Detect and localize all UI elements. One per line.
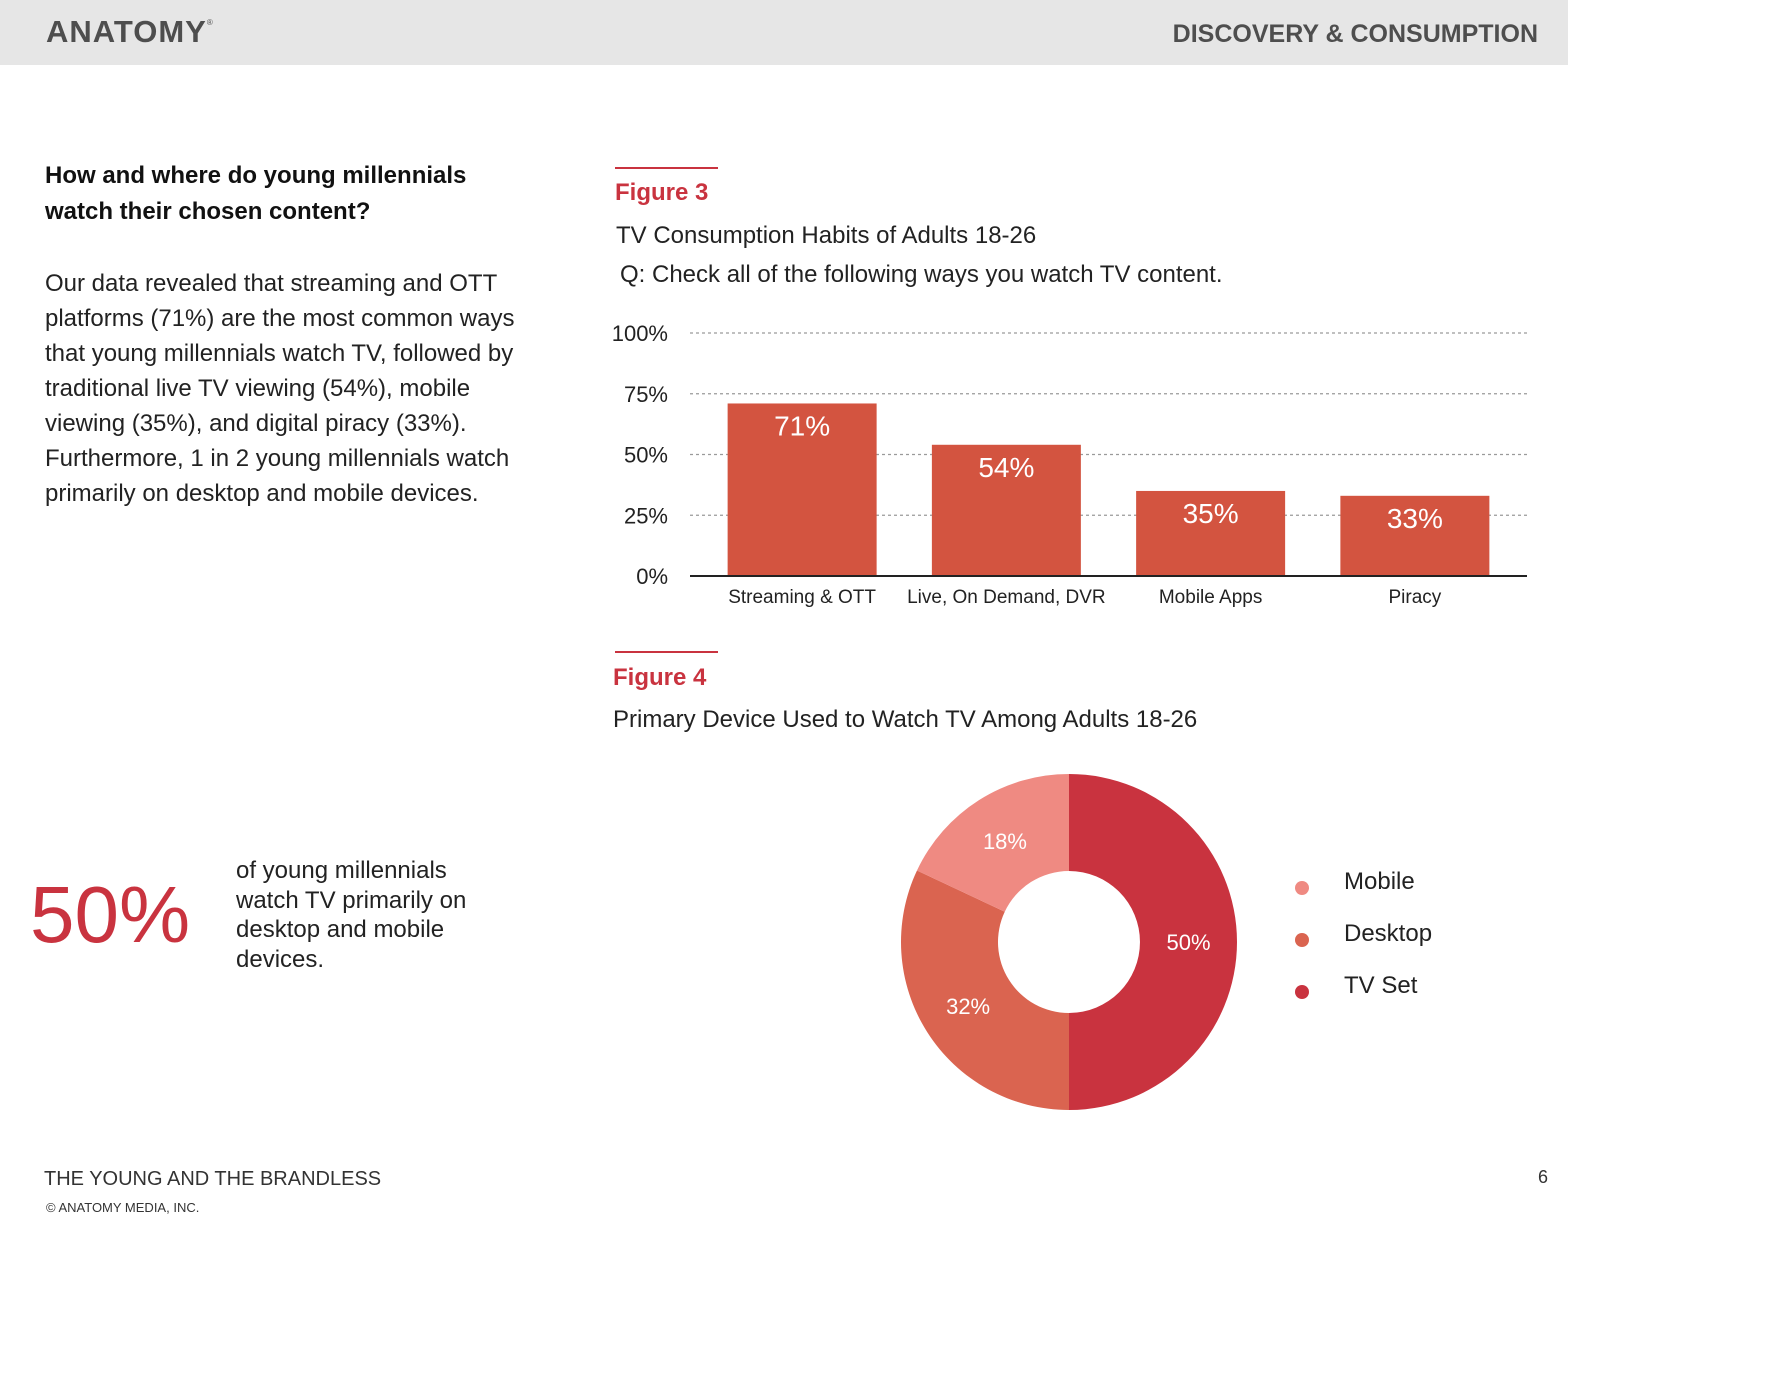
legend-label: Mobile: [1344, 868, 1415, 895]
y-tick-label: 0%: [636, 564, 668, 589]
slice-data-label: 18%: [983, 829, 1027, 854]
header-bar: ANATOMY® DISCOVERY & CONSUMPTION: [0, 0, 1568, 65]
figure3-title: TV Consumption Habits of Adults 18-26: [616, 222, 1037, 249]
bar-data-label: 54%: [978, 452, 1034, 483]
figure3-rule: [615, 167, 718, 169]
bar-chart: 0% 25% 50% 75% 100% 71% Streaming & OTT 54% Live…: [612, 321, 1527, 608]
legend-swatch: [1295, 881, 1309, 895]
donut-slice: [901, 870, 1069, 1110]
figure4-rule: [615, 651, 718, 653]
highlight-stat: 50%: [30, 870, 191, 959]
highlight-stat-caption: of young millennials watch TV primarily …: [236, 857, 467, 973]
figure4-label: Figure 4: [613, 664, 707, 691]
y-tick-label: 50%: [624, 443, 668, 468]
brand-logo: ANATOMY®: [46, 14, 214, 49]
y-tick-label: 25%: [624, 503, 668, 528]
bar-data-label: 33%: [1387, 503, 1443, 534]
x-tick-label: Live, On Demand, DVR: [907, 587, 1106, 608]
x-tick-label: Streaming & OTT: [728, 587, 876, 608]
bar-data-label: 35%: [1183, 498, 1239, 529]
bar-data-label: 71%: [774, 410, 830, 441]
body-paragraph: Our data revealed that streaming and OTT…: [45, 270, 515, 507]
figure3-question: Q: Check all of the following ways you w…: [620, 261, 1223, 288]
section-question: How and where do young millennials watch…: [45, 162, 467, 225]
bar: [931, 444, 1081, 576]
legend-label: Desktop: [1344, 920, 1433, 947]
bar: [1136, 490, 1286, 576]
page-number: 6: [1537, 1167, 1548, 1187]
bar: [727, 403, 877, 576]
slice-data-label: 50%: [1166, 930, 1210, 955]
slice-data-label: 32%: [946, 994, 990, 1019]
legend-swatch: [1295, 985, 1309, 999]
y-tick-label: 75%: [624, 382, 668, 407]
x-tick-label: Mobile Apps: [1159, 587, 1263, 608]
donut-slice: [916, 774, 1069, 912]
legend-label: TV Set: [1344, 972, 1418, 999]
footer-title: THE YOUNG AND THE BRANDLESS: [44, 1168, 382, 1190]
figure4-title: Primary Device Used to Watch TV Among Ad…: [613, 706, 1198, 733]
figure3-label: Figure 3: [615, 179, 709, 206]
section-title: DISCOVERY & CONSUMPTION: [1172, 20, 1538, 48]
y-tick-label: 100%: [612, 321, 668, 346]
x-tick-label: Piracy: [1388, 587, 1441, 608]
donut-slice: [1069, 774, 1237, 1110]
bar: [1340, 495, 1490, 576]
donut-chart: 50% 32% 18%: [901, 774, 1237, 1110]
legend-swatch: [1295, 933, 1309, 947]
footer-copyright: © ANATOMY MEDIA, INC.: [46, 1200, 200, 1215]
